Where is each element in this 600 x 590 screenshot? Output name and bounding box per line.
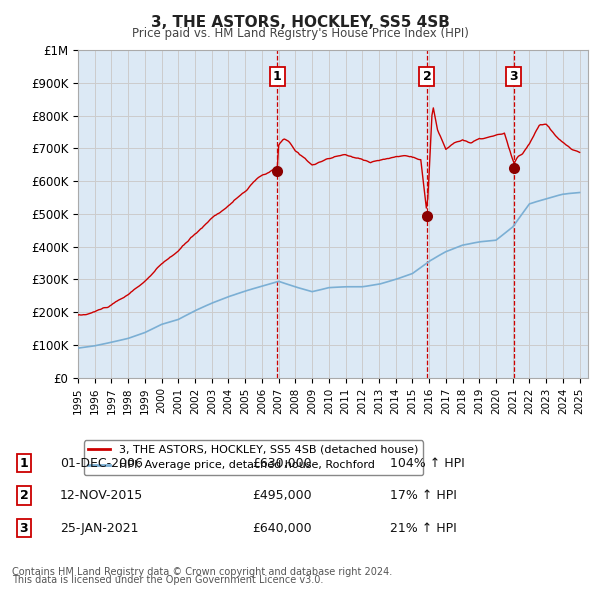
Text: Price paid vs. HM Land Registry's House Price Index (HPI): Price paid vs. HM Land Registry's House … xyxy=(131,27,469,40)
Text: 1: 1 xyxy=(273,70,281,83)
Text: 3: 3 xyxy=(20,522,28,535)
Text: 2: 2 xyxy=(20,489,28,502)
Text: 25-JAN-2021: 25-JAN-2021 xyxy=(60,522,139,535)
Text: £640,000: £640,000 xyxy=(252,522,311,535)
Text: This data is licensed under the Open Government Licence v3.0.: This data is licensed under the Open Gov… xyxy=(12,575,323,585)
Text: £495,000: £495,000 xyxy=(252,489,311,502)
Text: 01-DEC-2006: 01-DEC-2006 xyxy=(60,457,143,470)
Text: £630,000: £630,000 xyxy=(252,457,311,470)
Text: 2: 2 xyxy=(422,70,431,83)
Text: 104% ↑ HPI: 104% ↑ HPI xyxy=(390,457,465,470)
Text: 17% ↑ HPI: 17% ↑ HPI xyxy=(390,489,457,502)
Text: 12-NOV-2015: 12-NOV-2015 xyxy=(60,489,143,502)
Text: Contains HM Land Registry data © Crown copyright and database right 2024.: Contains HM Land Registry data © Crown c… xyxy=(12,567,392,577)
Legend: 3, THE ASTORS, HOCKLEY, SS5 4SB (detached house), HPI: Average price, detached h: 3, THE ASTORS, HOCKLEY, SS5 4SB (detache… xyxy=(83,441,423,475)
Text: 1: 1 xyxy=(20,457,28,470)
Text: 21% ↑ HPI: 21% ↑ HPI xyxy=(390,522,457,535)
Text: 3, THE ASTORS, HOCKLEY, SS5 4SB: 3, THE ASTORS, HOCKLEY, SS5 4SB xyxy=(151,15,449,30)
Text: 3: 3 xyxy=(509,70,518,83)
